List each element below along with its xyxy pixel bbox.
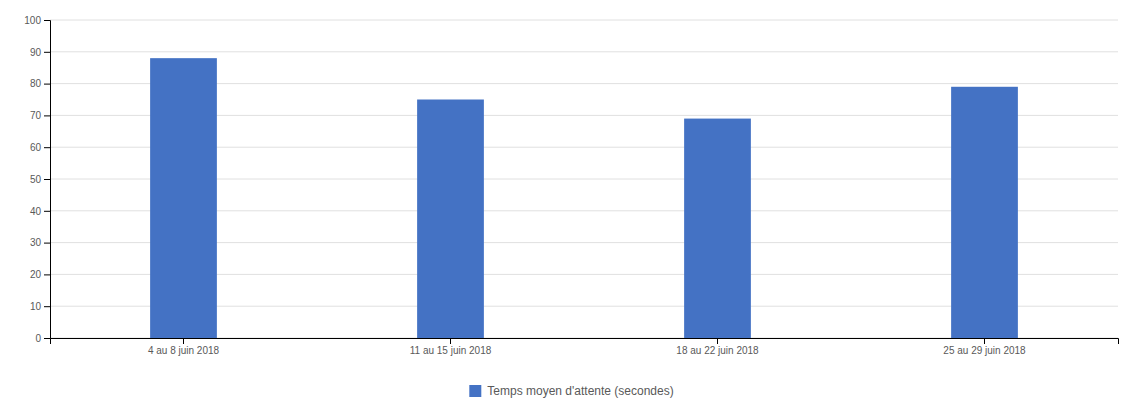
- y-tick-mark: [44, 338, 50, 339]
- x-tick-label: 18 au 22 juin 2018: [676, 345, 759, 356]
- legend: Temps moyen d'attente (secondes): [469, 384, 673, 398]
- y-tick-mark: [44, 115, 50, 116]
- y-tick-label: 70: [30, 110, 42, 121]
- y-tick-label: 20: [30, 269, 42, 280]
- y-tick-mark: [44, 84, 50, 85]
- x-axis-line: [51, 339, 1119, 345]
- x-tick: 18 au 22 juin 2018: [676, 338, 759, 356]
- x-tick: 4 au 8 juin 2018: [148, 338, 220, 356]
- legend-item: Temps moyen d'attente (secondes): [469, 384, 673, 398]
- y-tick-label: 10: [30, 301, 42, 312]
- x-tick: 25 au 29 juin 2018: [943, 338, 1026, 356]
- y-tick: 70: [30, 110, 50, 121]
- y-tick-label: 60: [30, 142, 42, 153]
- y-tick-mark: [44, 211, 50, 212]
- y-tick-mark: [44, 52, 50, 53]
- chart-svg: 0 10 20 30 40 50 60 70 80 90 100 4 au 8 juin 2018 11…: [0, 0, 1143, 413]
- y-tick-mark: [44, 274, 50, 275]
- y-tick-label: 50: [30, 174, 42, 185]
- plot-area: 0 10 20 30 40 50 60 70 80 90 100 4 au 8 juin 2018 11…: [24, 15, 1118, 356]
- y-tick: 90: [30, 47, 50, 58]
- bar: [150, 58, 217, 338]
- y-tick: 10: [30, 301, 50, 312]
- y-tick-mark: [44, 306, 50, 307]
- x-tick-mark: [450, 338, 451, 344]
- grid: [50, 20, 1118, 338]
- y-tick-label: 0: [35, 333, 41, 344]
- x-tick-mark: [183, 338, 184, 344]
- x-tick-mark: [717, 338, 718, 344]
- bar: [951, 87, 1018, 338]
- bar-series: [150, 58, 1018, 338]
- y-tick-label: 40: [30, 206, 42, 217]
- y-tick-mark: [44, 20, 50, 21]
- y-tick: 60: [30, 142, 50, 153]
- y-tick-label: 90: [30, 47, 42, 58]
- y-tick: 20: [30, 269, 50, 280]
- x-tick-label: 25 au 29 juin 2018: [943, 345, 1026, 356]
- x-axis: 4 au 8 juin 2018 11 au 15 juin 2018 18 au …: [51, 338, 1119, 356]
- y-tick-label: 30: [30, 237, 42, 248]
- y-tick-label: 100: [24, 15, 41, 26]
- bar: [684, 119, 751, 338]
- grid-line: [50, 20, 1118, 21]
- y-tick-mark: [44, 147, 50, 148]
- bar: [417, 100, 484, 339]
- legend-swatch: [469, 385, 481, 397]
- chart-container: 0 10 20 30 40 50 60 70 80 90 100 4 au 8 juin 2018 11…: [0, 0, 1143, 413]
- y-tick-mark: [44, 179, 50, 180]
- y-tick: 0: [35, 333, 50, 344]
- x-tick-label: 11 au 15 juin 2018: [410, 345, 492, 356]
- x-tick-label: 4 au 8 juin 2018: [148, 345, 220, 356]
- y-tick: 50: [30, 174, 50, 185]
- marks: [150, 58, 1018, 338]
- y-tick: 100: [24, 15, 50, 26]
- y-tick-label: 80: [30, 78, 42, 89]
- x-tick: 11 au 15 juin 2018: [410, 338, 492, 356]
- y-tick: 30: [30, 237, 50, 248]
- y-tick: 40: [30, 206, 50, 217]
- legend-label: Temps moyen d'attente (secondes): [487, 384, 673, 398]
- grid-line: [50, 51, 1118, 52]
- y-tick: 80: [30, 78, 50, 89]
- y-axis-line: [44, 21, 51, 339]
- y-axis: 0 10 20 30 40 50 60 70 80 90 100: [24, 15, 50, 344]
- y-tick-mark: [44, 243, 50, 244]
- x-tick-mark: [984, 338, 985, 344]
